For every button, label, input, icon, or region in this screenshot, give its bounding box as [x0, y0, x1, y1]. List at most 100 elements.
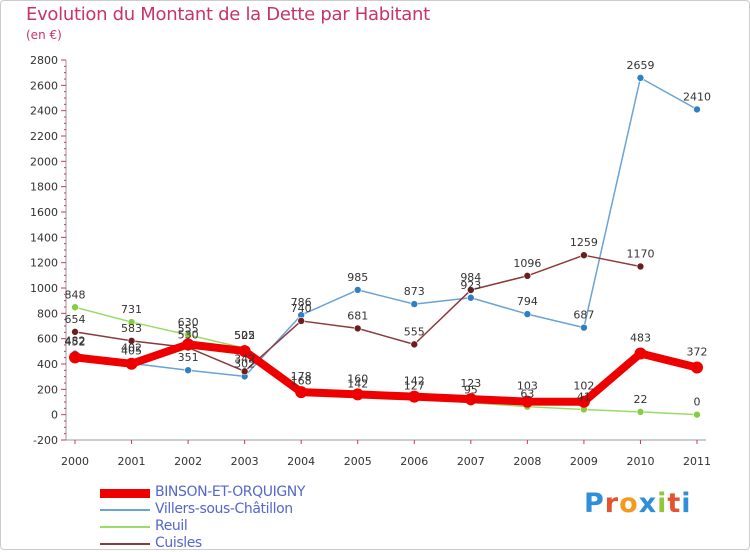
- x-tick-label: 2001: [118, 455, 146, 468]
- y-tick-label: 1000: [30, 282, 58, 295]
- series-line-villers-sous-chatillon: [74, 77, 698, 378]
- data-point-binson-et-orquigny: [182, 338, 195, 351]
- y-tick-label: 1200: [30, 257, 58, 270]
- x-tick-label: 2010: [626, 455, 654, 468]
- data-label-villers-sous-chatillon: 351: [178, 351, 199, 364]
- data-label-binson-et-orquigny: 102: [573, 380, 594, 393]
- data-label-villers-sous-chatillon: 687: [573, 309, 594, 322]
- y-tick-label: 2800: [30, 54, 58, 67]
- data-point-villers-sous-chatillon: [467, 293, 475, 302]
- data-label-cuisles: 342: [234, 352, 255, 365]
- y-tick-label: 2600: [30, 79, 58, 92]
- data-point-cuisles: [410, 340, 419, 349]
- data-label-reuil: 63: [520, 388, 534, 401]
- legend-swatch: [100, 509, 150, 511]
- data-point-binson-et-orquigny: [691, 361, 703, 374]
- data-label-villers-sous-chatillon: 482: [65, 335, 86, 348]
- data-label-binson-et-orquigny: 178: [291, 370, 312, 383]
- data-point-cuisles: [127, 337, 136, 345]
- data-point-reuil: [127, 318, 136, 326]
- data-label-binson-et-orquigny: 402: [121, 342, 142, 355]
- y-tick-label: 600: [37, 333, 58, 346]
- data-label-cuisles: 1096: [513, 257, 541, 270]
- y-tick-label: 2200: [30, 130, 58, 143]
- x-tick-label: 2009: [570, 455, 598, 468]
- data-label-cuisles: 654: [65, 313, 86, 326]
- data-point-cuisles: [297, 317, 305, 325]
- y-tick-label: 1600: [30, 206, 58, 219]
- data-label-reuil: 0: [694, 396, 701, 409]
- legend-swatch: [100, 543, 150, 545]
- data-label-reuil: 630: [178, 316, 199, 329]
- x-tick-label: 2000: [61, 455, 89, 468]
- data-label-reuil: 127: [404, 380, 425, 393]
- data-point-villers-sous-chatillon: [523, 310, 532, 318]
- data-point-binson-et-orquigny: [295, 386, 308, 399]
- y-tick-label: 1400: [30, 231, 58, 244]
- logo-letter: P: [584, 488, 605, 519]
- legend-label: BINSON-ET-ORQUIGNY: [155, 484, 306, 500]
- data-label-cuisles: 740: [291, 302, 312, 315]
- data-point-villers-sous-chatillon: [636, 74, 645, 82]
- data-point-cuisles: [71, 328, 79, 336]
- data-label-binson-et-orquigny: 372: [687, 346, 708, 359]
- chart-title: Evolution du Montant de la Dette par Hab…: [26, 4, 430, 25]
- y-tick-label: 1800: [30, 181, 58, 194]
- data-point-cuisles: [353, 324, 362, 333]
- data-point-reuil: [636, 408, 645, 416]
- data-label-reuil: 168: [291, 374, 312, 387]
- data-label-villers-sous-chatillon: 794: [517, 295, 538, 308]
- x-tick-label: 2011: [683, 455, 711, 468]
- data-point-cuisles: [636, 262, 645, 271]
- data-label-reuil: 525: [234, 329, 255, 342]
- data-label-villers-sous-chatillon: 985: [347, 271, 368, 284]
- data-label-binson-et-orquigny: 555: [178, 322, 199, 335]
- data-point-binson-et-orquigny: [634, 347, 647, 360]
- x-tick-label: 2002: [174, 455, 202, 468]
- y-tick-label: 0: [51, 409, 58, 422]
- data-label-reuil: 731: [121, 303, 142, 316]
- logo-letter: i: [657, 488, 668, 519]
- chart-unit-label: (en €): [26, 28, 62, 42]
- data-label-cuisles: 1259: [570, 236, 598, 249]
- data-point-binson-et-orquigny: [351, 388, 364, 401]
- legend-swatch: [100, 526, 150, 528]
- y-tick-label: 800: [37, 307, 58, 320]
- series-line-binson-et-orquigny: [71, 340, 701, 406]
- data-point-binson-et-orquigny: [464, 393, 477, 406]
- logo-letter: t: [667, 488, 682, 519]
- logo-letter: o: [619, 488, 639, 519]
- x-tick-label: 2003: [231, 455, 259, 468]
- data-label-binson-et-orquigny: 502: [234, 329, 255, 342]
- data-label-cuisles: 555: [404, 325, 425, 338]
- y-tick-label: -200: [33, 434, 58, 447]
- data-label-cuisles: 1170: [626, 247, 654, 260]
- data-label-binson-et-orquigny: 483: [630, 331, 651, 344]
- legend-swatch: [100, 488, 150, 498]
- data-label-villers-sous-chatillon: 2659: [626, 59, 654, 72]
- data-point-villers-sous-chatillon: [184, 366, 192, 375]
- data-label-binson-et-orquigny: 103: [517, 380, 538, 393]
- legend-label: Cuisles: [155, 535, 202, 551]
- data-point-binson-et-orquigny: [521, 395, 534, 408]
- data-label-binson-et-orquigny: 123: [460, 377, 481, 390]
- logo-letter: x: [638, 488, 658, 519]
- data-point-binson-et-orquigny: [238, 345, 251, 358]
- data-label-cuisles: 681: [347, 309, 368, 322]
- data-point-reuil: [71, 303, 79, 312]
- data-point-binson-et-orquigny: [125, 357, 138, 370]
- data-label-reuil: 95: [464, 384, 478, 397]
- x-tick-label: 2008: [513, 455, 541, 468]
- data-label-villers-sous-chatillon: 873: [404, 285, 425, 298]
- x-tick-label: 2004: [287, 455, 315, 468]
- data-label-reuil: 848: [65, 288, 86, 301]
- x-tick-label: 2005: [344, 455, 372, 468]
- data-label-cuisles: 984: [460, 271, 481, 284]
- x-tick-label: 2007: [457, 455, 485, 468]
- legend-label: Reuil: [155, 518, 188, 534]
- data-label-reuil: 142: [347, 378, 368, 391]
- data-point-reuil: [693, 410, 701, 419]
- data-point-villers-sous-chatillon: [693, 105, 701, 114]
